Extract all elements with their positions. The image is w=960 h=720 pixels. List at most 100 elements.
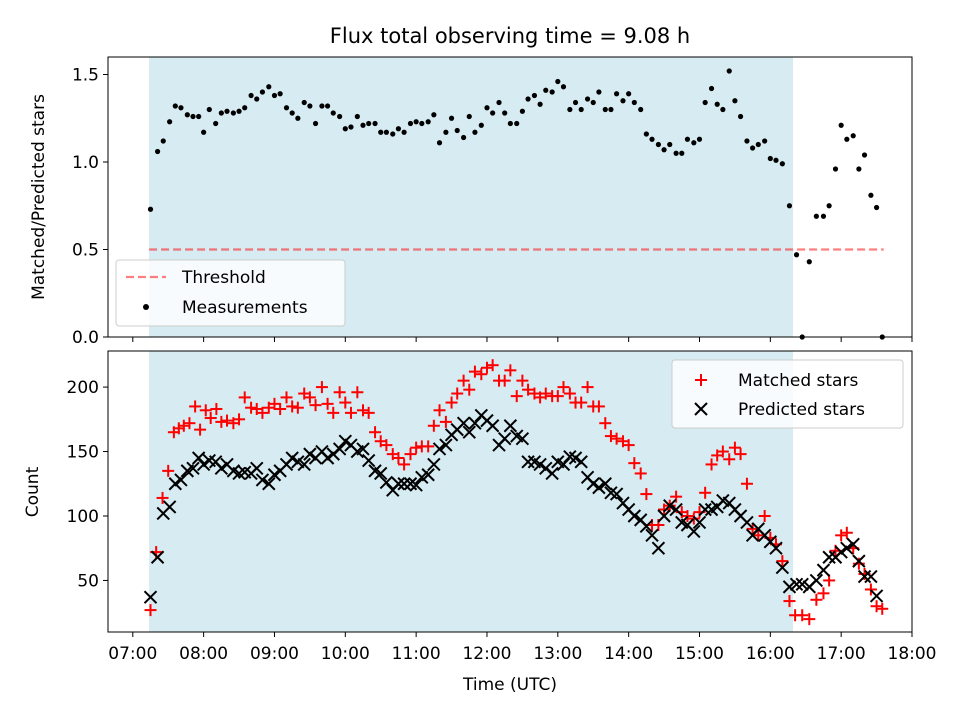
measurement-point [360,122,366,128]
measurement-point [236,108,242,114]
measurement-point [248,92,254,99]
measurement-point [266,84,272,90]
x-stroke [485,419,500,433]
x-stroke [186,461,200,476]
predicted-star-point [497,431,512,446]
measurement-point [519,108,525,114]
x-stroke [168,477,183,491]
x-stroke [580,470,595,485]
matched-star-point [457,374,470,387]
predicted-star-point [332,442,347,456]
x-stroke [775,560,790,575]
matched-star-point [634,467,647,480]
predicted-star-point [485,419,500,433]
top-y-tick-label: 0.0 [72,328,99,348]
measurement-point [696,136,703,142]
x-stroke [651,541,666,555]
top-panel: Flux total observing time = 9.08 h 0.00.… [29,24,913,348]
predicted-star-point [432,442,447,456]
measurement-point [342,126,348,132]
matched-star-point [746,522,759,535]
matched-star-point [156,491,169,504]
matched-star-point [504,364,517,377]
measurement-point [242,105,248,111]
matched-star-point [144,604,157,617]
x-stroke [291,455,305,469]
threshold-legend-label: Threshold [181,268,266,288]
predicted-star-point [687,524,701,539]
measurement-point [259,89,266,95]
x-stroke [740,515,754,530]
measurement-point [590,99,596,106]
x-stroke [869,589,884,603]
matched-star-point [357,404,370,417]
measurement-point [649,136,655,142]
predicted-star-point [533,457,547,472]
measurement-point [614,91,620,97]
measurement-point [525,96,531,102]
measurement-point [560,84,567,90]
predicted-star-point [795,577,809,592]
measurement-point [337,113,343,120]
measurement-point [413,119,419,125]
predicted-star-point [651,541,666,555]
predicted-star-point [592,480,606,495]
matched-star-point [522,383,535,396]
measurement-point [436,140,443,146]
measurement-point [289,110,295,116]
measurements-legend-label: Measurements [182,298,308,318]
measurement-point [466,113,472,120]
matched-star-point [592,400,605,413]
x-stroke [297,457,311,472]
matched-star-point [776,555,789,568]
measurement-point [578,106,584,113]
predicted-star-point [191,451,206,465]
matched-star-point [498,374,511,387]
measurement-point [549,89,555,95]
x-stroke [663,498,677,513]
measurement-point [496,99,502,106]
measurement-point [861,152,868,158]
x-stroke [285,451,299,465]
predicted-star-point [769,541,783,555]
x-stroke [515,431,530,446]
matched-star-point [475,368,488,381]
x-stroke [698,502,712,517]
matched-star-point [740,477,753,490]
predicted-star-point [568,451,583,465]
measurement-point [213,120,219,127]
matched-star-point [783,595,796,608]
matched-star-point [681,509,694,522]
x-stroke [733,509,748,523]
predicted-star-point [789,577,804,592]
measurement-point [762,138,768,144]
x-stroke [162,500,177,514]
x-stroke [456,416,471,430]
x-stroke [250,461,264,476]
predicted-star-point [545,466,559,481]
matched-star-point [422,440,435,453]
x-stroke [669,502,683,517]
measurement-point [726,68,732,74]
predicted-star-point [503,419,518,433]
measurement-point [684,136,691,142]
predicted-stars-points [143,408,884,604]
measurement-point [419,120,425,127]
x-stroke [344,438,358,452]
x-stroke [220,457,234,472]
measurement-point [702,99,708,106]
x-stroke [551,455,565,469]
predicted-star-point [255,473,270,487]
predicted-star-point [586,477,600,491]
matched-star-point [433,404,446,417]
x-stroke [846,537,860,552]
measurement-point [378,129,384,135]
x-stroke [150,550,165,564]
x-stroke [728,502,742,517]
measurement-point [172,103,178,109]
measurement-point [555,78,561,85]
measurement-point [514,120,520,127]
predicted-star-point [740,515,754,530]
predicted-star-point [698,502,712,517]
matched-star-point [599,417,612,430]
